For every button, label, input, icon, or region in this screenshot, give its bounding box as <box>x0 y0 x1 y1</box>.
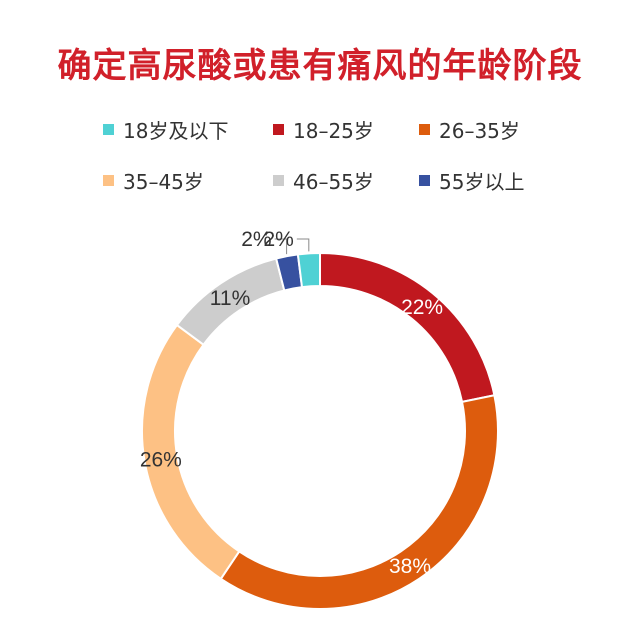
chart-title: 确定高尿酸或患有痛风的年龄阶段 <box>57 46 583 86</box>
legend-item-under-18: 18岁及以下 <box>103 114 228 144</box>
legend-label: 55岁以上 <box>439 169 525 194</box>
legend-swatch <box>103 123 114 135</box>
legend-label: 46–55岁 <box>293 169 374 194</box>
data-label-46-55: 11% <box>210 287 250 310</box>
slice-18-25 <box>319 251 496 404</box>
legend-swatch <box>419 123 430 135</box>
slice-26-35 <box>219 394 499 610</box>
legend-swatch <box>103 174 114 186</box>
data-label-35-45: 26% <box>140 448 182 471</box>
leader-line-over-55 <box>274 238 288 255</box>
data-label-18-25: 22% <box>401 296 443 319</box>
legend-item-26-35: 26–35岁 <box>419 114 520 144</box>
legend-swatch <box>273 174 284 186</box>
slice-under-18 <box>296 251 321 289</box>
legend-item-over-55: 55岁以上 <box>419 165 524 195</box>
legend-swatch <box>273 123 284 135</box>
legend-label: 18岁及以下 <box>123 118 229 143</box>
data-label-over-55: 2% <box>241 228 271 251</box>
legend-swatch <box>419 174 430 186</box>
data-label-under-18: 2% <box>263 228 293 251</box>
legend: 18岁及以下 18–25岁 26–35岁 35–45岁 46–55岁 55岁以上 <box>0 110 640 200</box>
data-label-26-35: 38% <box>389 555 431 578</box>
legend-item-46-55: 46–55岁 <box>273 165 374 195</box>
legend-label: 18–25岁 <box>293 118 374 143</box>
legend-label: 35–45岁 <box>123 169 204 194</box>
legend-item-35-45: 35–45岁 <box>103 165 204 195</box>
legend-item-18-25: 18–25岁 <box>273 114 374 144</box>
legend-label: 26–35岁 <box>439 118 520 143</box>
leader-line-under-18 <box>296 238 310 252</box>
